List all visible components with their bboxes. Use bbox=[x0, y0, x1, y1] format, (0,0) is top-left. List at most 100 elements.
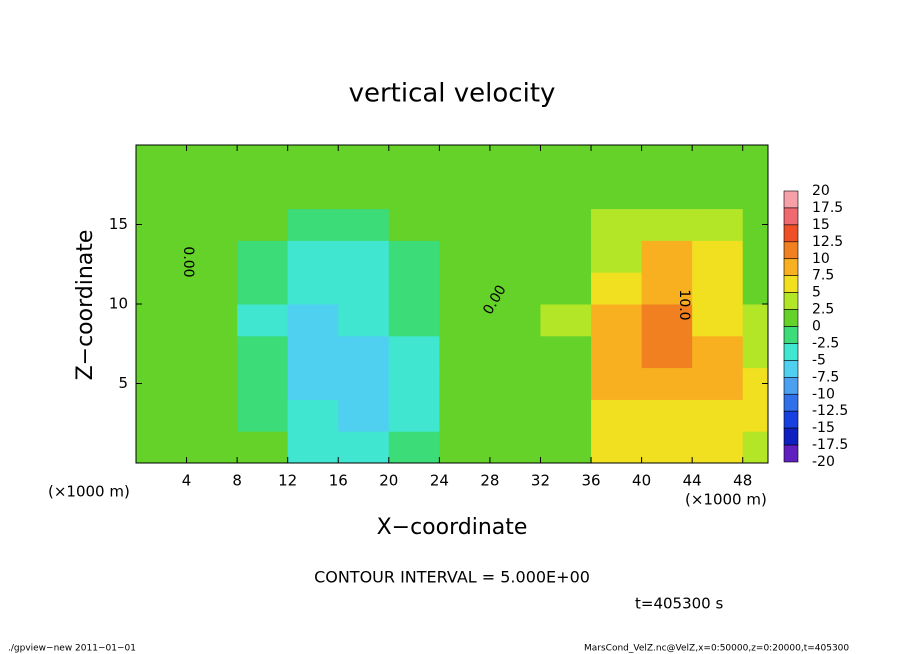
field-cell bbox=[540, 145, 592, 178]
field-cell bbox=[136, 335, 188, 369]
field-cell bbox=[641, 176, 693, 210]
colorbar-label: -2.5 bbox=[812, 335, 839, 351]
field-cell bbox=[287, 431, 339, 464]
x-unit: (×1000 m) bbox=[48, 483, 130, 501]
field-cell bbox=[287, 176, 339, 210]
field-cell bbox=[641, 272, 693, 305]
x-tick-label: 48 bbox=[733, 472, 752, 490]
field-cell bbox=[186, 272, 238, 305]
field-cell bbox=[186, 208, 238, 241]
field-cell bbox=[287, 367, 339, 400]
field-cell bbox=[540, 176, 592, 210]
field-cell bbox=[591, 335, 643, 369]
colorbar-box bbox=[783, 326, 799, 344]
field-cell bbox=[136, 176, 188, 210]
field-cell bbox=[237, 176, 289, 210]
field-cell bbox=[692, 272, 744, 305]
field-cell bbox=[186, 304, 238, 337]
field-cell bbox=[540, 431, 592, 464]
field-cell bbox=[489, 145, 541, 178]
x-tick-label: 32 bbox=[531, 472, 550, 490]
field-cell bbox=[388, 335, 440, 369]
field-cell bbox=[692, 145, 744, 178]
colorbar-label: 5 bbox=[812, 285, 821, 301]
colorbar-label: 2.5 bbox=[812, 302, 834, 318]
y-axis-label: Z−coordinate bbox=[73, 230, 98, 381]
colorbar-box bbox=[783, 444, 799, 463]
x-tick-label: 40 bbox=[632, 472, 651, 490]
colorbar-label: 20 bbox=[812, 183, 830, 199]
x-unit: (×1000 m) bbox=[685, 491, 767, 509]
field-cell bbox=[136, 431, 188, 464]
colorbar-label: -12.5 bbox=[812, 403, 848, 419]
field-cell bbox=[186, 240, 238, 273]
field-cell bbox=[591, 399, 643, 432]
time-label: t=405300 s bbox=[635, 595, 723, 613]
field-cell bbox=[287, 208, 339, 241]
colorbar-label: 15 bbox=[812, 217, 830, 233]
x-tick-label: 28 bbox=[480, 472, 499, 490]
field-cell bbox=[641, 335, 693, 369]
field-cell bbox=[641, 145, 693, 178]
field-cell bbox=[186, 399, 238, 432]
colorbar-box bbox=[783, 224, 799, 243]
x-tick-label: 44 bbox=[683, 472, 702, 490]
field-cell bbox=[489, 240, 541, 273]
field-cell bbox=[388, 304, 440, 337]
field-cell bbox=[439, 367, 491, 400]
contour-label: 0.00 bbox=[180, 246, 196, 277]
field-cell bbox=[338, 304, 390, 337]
colorbar-label: -17.5 bbox=[812, 437, 848, 453]
field-cell bbox=[742, 399, 769, 432]
field-cell bbox=[338, 145, 390, 178]
colorbar-box bbox=[783, 190, 799, 209]
field-cell bbox=[540, 240, 592, 273]
y-tick-label: 15 bbox=[109, 215, 128, 233]
colorbar-box bbox=[783, 207, 799, 226]
field-cell bbox=[388, 431, 440, 464]
field-cell bbox=[237, 304, 289, 337]
x-axis-label: X−coordinate bbox=[377, 515, 528, 540]
field-cell bbox=[742, 145, 769, 178]
field-cell bbox=[692, 367, 744, 400]
colorbar-box bbox=[783, 377, 799, 395]
field-cell bbox=[641, 399, 693, 432]
field-cell bbox=[439, 208, 491, 241]
field-cell bbox=[237, 335, 289, 369]
field-cell bbox=[692, 208, 744, 241]
colorbar-box bbox=[783, 309, 799, 327]
field-cell bbox=[388, 145, 440, 178]
field-cell bbox=[439, 176, 491, 210]
field-cell bbox=[591, 176, 643, 210]
field-cell bbox=[186, 145, 238, 178]
field-cell bbox=[237, 208, 289, 241]
field-cell bbox=[136, 208, 188, 241]
colorbar-label: -10 bbox=[812, 386, 835, 402]
x-tick-label: 16 bbox=[329, 472, 348, 490]
colorbar-box bbox=[783, 393, 799, 412]
field-cell bbox=[186, 176, 238, 210]
field-cell bbox=[439, 145, 491, 178]
field-cell bbox=[692, 431, 744, 464]
field-cell bbox=[489, 176, 541, 210]
field-cell bbox=[439, 240, 491, 273]
field-cell bbox=[136, 399, 188, 432]
field-cell bbox=[338, 431, 390, 464]
field-cell bbox=[540, 272, 592, 305]
field-cell bbox=[742, 335, 769, 369]
field-cell bbox=[489, 304, 541, 337]
x-tick-label: 8 bbox=[232, 472, 242, 490]
field-cell bbox=[591, 145, 643, 178]
field-cell bbox=[388, 399, 440, 432]
field-cell bbox=[641, 208, 693, 241]
field-cell bbox=[186, 335, 238, 369]
contour-label: 10.0 bbox=[676, 289, 692, 320]
field-cell bbox=[439, 304, 491, 337]
field-cell bbox=[489, 399, 541, 432]
field-cell bbox=[237, 240, 289, 273]
chart-title: vertical velocity bbox=[349, 79, 556, 109]
colorbar-label: 0 bbox=[812, 319, 821, 335]
field-cell bbox=[540, 208, 592, 241]
footer-right: MarsCond_VelZ.nc@VelZ,x=0:50000,z=0:2000… bbox=[584, 644, 849, 654]
field-cell bbox=[287, 272, 339, 305]
